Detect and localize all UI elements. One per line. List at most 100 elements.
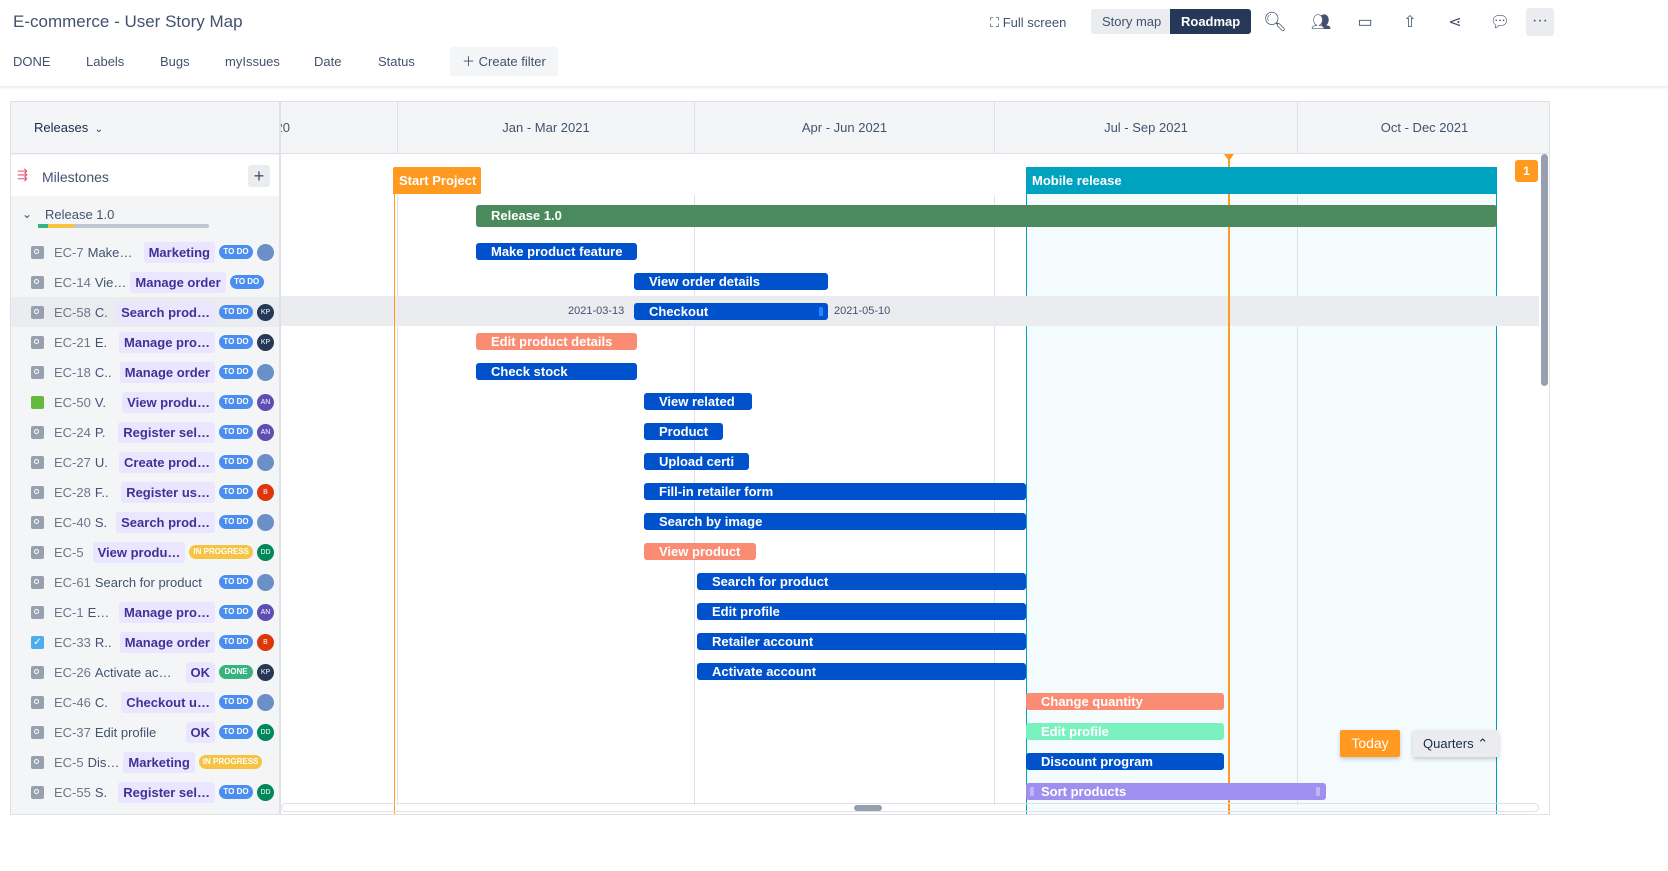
issue-row[interactable]: EC-7 Make… Marketing TO DO [11, 237, 279, 267]
issue-key[interactable]: EC-26 [54, 664, 91, 680]
issue-summary[interactable]: U. [94, 454, 108, 470]
status-badge[interactable]: TO DO [219, 395, 253, 409]
fullscreen-button[interactable]: ⛶ Full screen [990, 11, 1066, 35]
roadmap-bar[interactable]: Retailer account [697, 633, 1026, 650]
label-pill[interactable]: Manage pro… [119, 331, 215, 353]
zoom-level-select[interactable]: Quarters ⌃ [1413, 730, 1499, 757]
roadmap-bar[interactable]: Search for product [697, 573, 1026, 590]
label-pill[interactable]: Register sel… [118, 421, 215, 443]
roadmap-bar[interactable]: Fill-in retailer form [644, 483, 1026, 500]
avatar[interactable]: DD [257, 723, 274, 741]
presentation-icon[interactable]: ▭ [1357, 14, 1373, 31]
issue-summary[interactable]: V. [94, 394, 106, 410]
roadmap-bar[interactable]: Make product feature [476, 243, 637, 260]
resize-handle[interactable] [1030, 787, 1034, 796]
releases-dropdown[interactable]: Releases ⌄ [34, 120, 103, 135]
status-badge[interactable]: TO DO [219, 425, 253, 439]
issue-row[interactable]: EC-21 E. Manage pro… TO DO KP [11, 327, 279, 357]
issue-key[interactable]: EC-61 [54, 574, 91, 590]
avatar[interactable]: KP [257, 303, 274, 321]
status-badge[interactable]: TO DO [219, 455, 253, 469]
issue-key[interactable]: EC-40 [54, 514, 91, 530]
label-pill[interactable]: Register us… [121, 481, 215, 503]
issue-summary[interactable]: C.. [94, 364, 112, 380]
status-badge[interactable]: TO DO [219, 515, 253, 529]
issue-row[interactable]: EC-1 E… Manage pro… TO DO AN [11, 597, 279, 627]
issue-row[interactable]: EC-5 Dis… Marketing IN PROGRESS [11, 747, 279, 777]
label-pill[interactable]: Manage order [119, 361, 215, 383]
issue-summary[interactable]: Make… [87, 244, 133, 260]
issue-key[interactable]: EC-28 [54, 484, 91, 500]
filter-done[interactable]: DONE [13, 54, 51, 69]
issue-row[interactable]: EC-50 V. View produ… TO DO AN [11, 387, 279, 417]
avatar[interactable] [257, 513, 274, 531]
avatar[interactable]: KP [257, 663, 274, 681]
issue-summary[interactable]: Edit profile [94, 724, 157, 740]
release-bar[interactable]: Release 1.0 [476, 205, 1497, 227]
roadmap-bar[interactable]: View related [644, 393, 752, 410]
label-pill[interactable]: Marketing [123, 751, 195, 773]
issue-key[interactable]: EC-46 [54, 694, 91, 710]
issue-row[interactable]: EC-14 Vie… Manage order TO DO [11, 267, 279, 297]
filter-bugs[interactable]: Bugs [160, 54, 190, 69]
issue-row[interactable]: EC-37 Edit profile OK TO DO DD [11, 717, 279, 747]
status-badge[interactable]: TO DO [219, 635, 253, 649]
avatar[interactable] [257, 453, 274, 471]
avatar[interactable]: B [257, 483, 274, 501]
milestone-count-badge[interactable]: 1 [1515, 160, 1538, 182]
status-badge[interactable]: TO DO [219, 605, 253, 619]
issue-row[interactable]: EC-40 S. Search prod… TO DO [11, 507, 279, 537]
issue-summary[interactable]: Dis… [87, 754, 120, 770]
roadmap-bar[interactable]: Change quantity [1026, 693, 1224, 710]
label-pill[interactable]: Manage order [130, 271, 226, 293]
filter-myissues[interactable]: myIssues [225, 54, 280, 69]
avatar[interactable] [257, 363, 274, 381]
avatar[interactable]: DD [257, 543, 274, 561]
label-pill[interactable]: OK [185, 661, 215, 683]
label-pill[interactable]: Manage order [119, 631, 215, 653]
issue-key[interactable]: EC-14 [54, 274, 91, 290]
status-badge[interactable]: IN PROGRESS [198, 755, 263, 769]
roadmap-tab[interactable]: Roadmap [1170, 9, 1252, 34]
label-pill[interactable]: Register sel… [118, 781, 215, 803]
issue-key[interactable]: EC-37 [54, 724, 91, 740]
team-icon[interactable]: 👥︎ [1310, 14, 1332, 31]
search-icon[interactable]: 🔍︎ [1262, 12, 1288, 33]
issue-key[interactable]: EC-5 [54, 754, 84, 770]
issue-summary[interactable]: P. [94, 424, 106, 440]
avatar[interactable]: B [257, 633, 274, 651]
label-pill[interactable]: Manage pro… [119, 601, 215, 623]
issue-row[interactable]: EC-58 C. Search prod… TO DO KP [11, 297, 279, 327]
issue-key[interactable]: EC-24 [54, 424, 91, 440]
label-pill[interactable]: OK [185, 721, 215, 743]
comment-icon[interactable]: 💬︎ [1489, 14, 1511, 31]
release-label[interactable]: Release 1.0 [45, 207, 115, 222]
status-badge[interactable]: TO DO [219, 245, 253, 259]
issue-key[interactable]: EC-27 [54, 454, 91, 470]
checkbox-checked-icon[interactable]: ✓ [31, 635, 44, 649]
roadmap-bar[interactable]: Product [644, 423, 723, 440]
issue-key[interactable]: EC-58 [54, 304, 91, 320]
avatar[interactable]: AN [257, 603, 274, 621]
label-pill[interactable]: View produ… [92, 541, 186, 563]
status-badge[interactable]: TO DO [219, 335, 253, 349]
issue-summary[interactable]: F.. [94, 484, 109, 500]
issue-row[interactable]: EC-27 U. Create prod… TO DO [11, 447, 279, 477]
issue-key[interactable]: EC-18 [54, 364, 91, 380]
label-pill[interactable]: Checkout u… [121, 691, 215, 713]
issue-row[interactable]: EC-5 View produ… IN PROGRESS DD [11, 537, 279, 567]
export-icon[interactable]: ⇧ [1403, 14, 1417, 31]
label-pill[interactable]: Create prod… [119, 451, 215, 473]
issue-key[interactable]: EC-7 [54, 244, 84, 260]
roadmap-bar[interactable]: Discount program [1026, 753, 1224, 770]
roadmap-bar[interactable]: Activate account [697, 663, 1026, 680]
issue-key[interactable]: EC-21 [54, 334, 91, 350]
issue-summary[interactable]: Activate ac… [94, 664, 172, 680]
collapse-chevron-icon[interactable]: ⌄ [22, 207, 33, 221]
status-badge[interactable]: TO DO [219, 695, 253, 709]
milestone-mobile-release[interactable]: Mobile release [1026, 167, 1497, 194]
issue-row[interactable]: EC-26 Activate ac… OK DONE KP [11, 657, 279, 687]
issue-summary[interactable]: C. [94, 304, 108, 320]
issue-summary[interactable]: E… [87, 604, 110, 620]
story-map-tab[interactable]: Story map [1091, 9, 1173, 34]
